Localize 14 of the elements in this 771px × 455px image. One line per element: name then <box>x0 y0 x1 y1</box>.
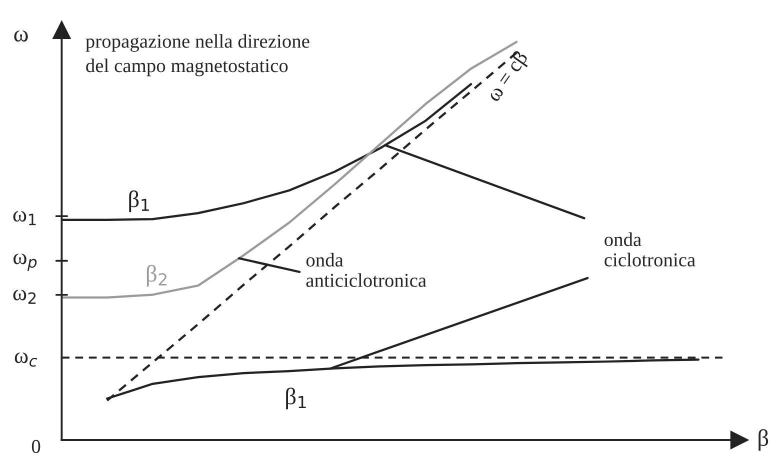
annotation: onda anticiclotronica <box>306 252 426 287</box>
text: ω = cβ <box>484 49 532 105</box>
series-label: β$_{1}$ <box>286 388 306 410</box>
series-label: β$_{1}$ <box>129 190 149 212</box>
x-axis-title: β <box>758 429 768 451</box>
text: ω$_{1}$ <box>13 211 36 226</box>
text: ω$_{p}$ <box>13 254 37 271</box>
y-axis-title: ω <box>14 30 28 42</box>
chart-title: propagazione nella direzione del campo magnetostatico <box>86 34 310 76</box>
annotation: onda ciclotronica <box>604 232 696 266</box>
series-label: β$_{2}$ <box>146 264 166 287</box>
ref-line-label: ω$_{c}$ <box>14 352 38 367</box>
text: 0 <box>32 440 40 454</box>
text: ω$_{2}$ <box>13 290 36 304</box>
